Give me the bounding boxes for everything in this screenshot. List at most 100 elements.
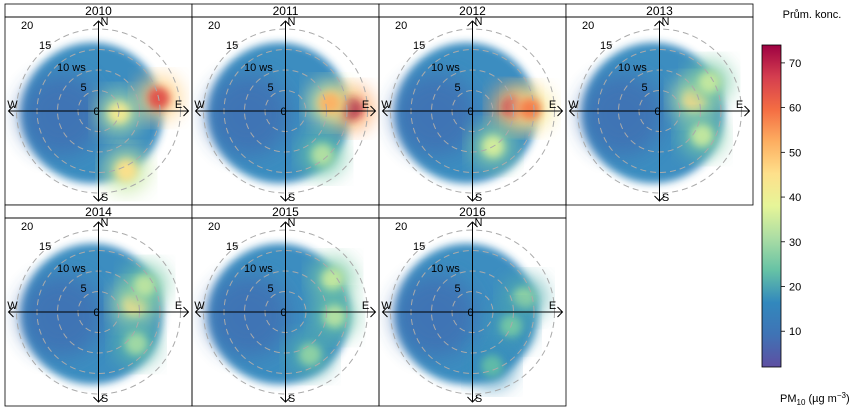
panel-title: 2016 [459,205,486,219]
panel-title: 2013 [646,4,673,18]
compass-axes [568,20,751,202]
hotspot-core [125,332,148,355]
radial-label: 5 [81,82,87,94]
compass-e: E [736,99,743,111]
radial-label: 15 [600,40,612,52]
compass-axes [381,221,564,403]
compass-w: W [194,99,205,111]
hotspot-core [299,343,322,366]
legend-tick-label: 30 [789,237,801,249]
compass-e: E [549,300,556,312]
radial-label: 5 [642,82,648,94]
compass-n: N [662,16,670,28]
hotspot-core [115,159,138,182]
panel-title: 2014 [85,205,112,219]
radial-label: 20 [21,221,33,233]
radial-label: 15 [39,40,51,52]
radial-label: 5 [455,283,461,295]
compass-n: N [475,217,483,229]
radial-label: 20 [21,20,33,32]
compass-w: W [7,99,18,111]
hotspot-core [323,305,346,328]
radial-label: 10 ws [244,62,273,74]
compass-w: W [7,300,18,312]
legend-tick-label: 40 [789,192,801,204]
radial-label: 10 ws [618,62,647,74]
compass-w: W [568,99,579,111]
compass-w: W [381,99,392,111]
radial-label: 0 [280,106,286,118]
panel-title: 2011 [273,4,299,18]
panel-frame [565,16,754,206]
compass-s: S [101,393,108,405]
hotspot-core [321,268,344,291]
radial-label: 5 [455,82,461,94]
compass-s: S [101,192,108,204]
panel-title: 2010 [85,4,112,18]
compass-e: E [549,99,556,111]
legend-tick-label: 20 [789,282,801,294]
hotspot-core [133,274,156,297]
radial-label: 10 ws [244,263,273,275]
radial-label: 15 [413,40,425,52]
compass-axes [7,221,190,403]
unit-label: PM10 (µg m−3) [780,391,850,407]
radial-label: 20 [395,20,407,32]
compass-e: E [362,99,369,111]
compass-s: S [475,393,482,405]
radial-label: 15 [39,241,51,253]
panel-title: 2012 [459,4,486,18]
compass-e: E [175,99,182,111]
radial-label: 10 ws [431,263,460,275]
compass-s: S [662,192,669,204]
compass-n: N [288,16,296,28]
compass-s: S [475,192,482,204]
hotspot-core [481,354,504,377]
radial-label: 0 [467,307,473,319]
legend-title: Prům. konc. [783,9,842,21]
hotspot-core [698,71,721,94]
radial-label: 5 [268,82,274,94]
color-legend: Prům. konc. 10 20 30 40 50 60 70 PM10 (µg m−3) [761,9,850,407]
legend-tick-label: 10 [789,326,801,338]
radial-label: 15 [226,40,238,52]
radial-label: 0 [654,106,660,118]
compass-axes [194,20,377,202]
compass-e: E [362,300,369,312]
compass-w: W [381,300,392,312]
radial-label: 15 [226,241,238,253]
compass-axes [7,20,190,202]
panel-frame [378,217,567,407]
radial-label: 15 [413,241,425,253]
compass-n: N [288,217,296,229]
radial-label: 10 ws [57,263,86,275]
legend-tick-label: 60 [789,103,801,115]
radial-label: 20 [395,221,407,233]
hotspot-core [691,124,714,147]
hotspot-core [311,143,334,166]
compass-s: S [288,192,295,204]
panel-title: 2015 [272,205,299,219]
radial-label: 0 [93,106,99,118]
compass-axes [194,221,377,403]
compass-axes [381,20,564,202]
compass-n: N [101,217,109,229]
radial-label: 0 [93,307,99,319]
legend-colorbar [761,44,782,368]
radial-label: 0 [280,307,286,319]
legend-tick-label: 50 [789,147,801,159]
radial-label: 10 ws [57,62,86,74]
radial-label: 20 [208,221,220,233]
compass-n: N [475,16,483,28]
radial-label: 0 [467,106,473,118]
compass-s: S [288,393,295,405]
radial-label: 5 [81,283,87,295]
